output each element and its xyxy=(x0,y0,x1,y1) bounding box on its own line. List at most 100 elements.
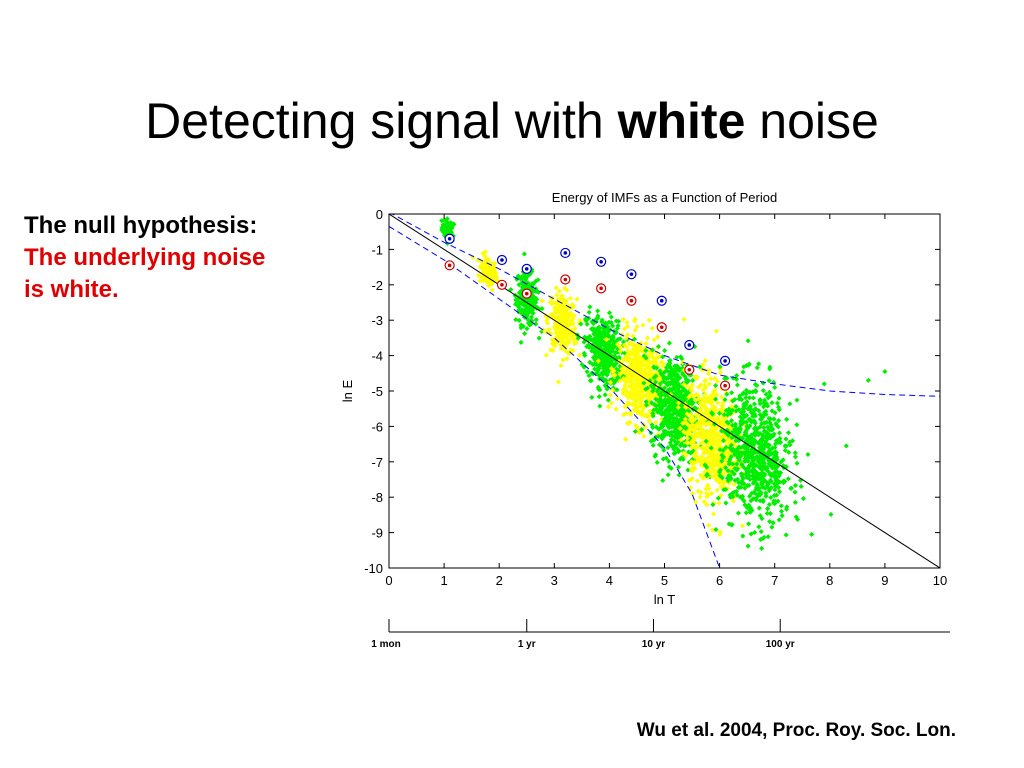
scatter-point xyxy=(679,356,685,362)
scatter-point xyxy=(651,337,657,343)
scatter-point xyxy=(821,381,827,387)
scatter-point xyxy=(617,344,623,350)
scatter-point xyxy=(663,419,670,425)
red-marker xyxy=(444,260,455,271)
scatter-point xyxy=(760,388,766,394)
y-tick-label: -9 xyxy=(371,526,383,541)
scatter-point xyxy=(772,384,778,391)
scatter-point xyxy=(650,442,656,448)
x-tick-label: 7 xyxy=(771,573,778,588)
scatter-point xyxy=(651,407,657,413)
scatter-point xyxy=(734,382,741,388)
scatter-point xyxy=(558,363,564,369)
scatter-point xyxy=(828,511,834,518)
scatter-point xyxy=(590,326,596,332)
scatter-point xyxy=(765,534,771,540)
scatter-point xyxy=(530,281,536,287)
blue-marker-dot xyxy=(524,267,529,271)
scatter-point xyxy=(646,317,652,323)
scatter-point xyxy=(681,316,687,322)
scatter-point xyxy=(776,517,782,523)
scatter-point xyxy=(705,371,711,377)
scatter-point xyxy=(735,510,741,516)
scatter-point xyxy=(482,260,488,266)
scatter-point xyxy=(605,404,612,410)
red-marker-dot xyxy=(629,298,634,303)
scatter-point xyxy=(794,422,800,428)
scatter-point xyxy=(776,395,782,401)
scatter-point xyxy=(530,307,536,313)
period-label: 1 mon xyxy=(371,639,400,650)
scatter-point xyxy=(633,423,639,429)
blue-marker xyxy=(720,355,731,367)
scatter-point xyxy=(564,356,570,362)
scatter-point xyxy=(769,524,775,530)
x-tick-label: 6 xyxy=(716,573,723,588)
scatter-point xyxy=(574,296,580,302)
scatter-point xyxy=(788,485,795,491)
scatter-point xyxy=(702,358,708,364)
scatter-point xyxy=(792,489,798,495)
scatter-point xyxy=(606,310,613,316)
scatter-point xyxy=(776,489,783,495)
scatter-point xyxy=(634,380,640,387)
red-marker-dot xyxy=(447,263,452,268)
scatter-point xyxy=(702,391,708,397)
scatter-point xyxy=(448,226,454,232)
scatter-point xyxy=(671,443,677,449)
scatter-point xyxy=(609,336,615,343)
scatter-point xyxy=(714,487,720,493)
scatter-points xyxy=(439,216,888,576)
scatter-point xyxy=(678,390,684,396)
scatter-point xyxy=(644,402,650,408)
scatter-point xyxy=(759,545,765,552)
scatter-point xyxy=(767,511,773,517)
scatter-point xyxy=(660,420,666,426)
scatter-point xyxy=(628,382,634,388)
scatter-point xyxy=(595,358,601,364)
scatter-point xyxy=(570,313,576,319)
y-tick-label: -4 xyxy=(371,349,383,364)
scatter-point xyxy=(658,411,664,417)
scatter-point xyxy=(798,571,803,576)
scatter-point xyxy=(653,403,659,409)
scatter-point xyxy=(533,278,539,284)
scatter-point xyxy=(642,392,648,398)
scatter-point xyxy=(706,522,712,528)
scatter-point xyxy=(521,251,527,257)
scatter-point xyxy=(477,264,484,270)
scatter-point xyxy=(565,350,571,356)
hypothesis-label: The null hypothesis: xyxy=(24,212,258,239)
scatter-point xyxy=(623,436,629,442)
scatter-point xyxy=(596,326,603,332)
scatter-point xyxy=(699,454,705,460)
scatter-point xyxy=(677,442,684,449)
scatter-point xyxy=(715,400,721,406)
scatter-point xyxy=(612,372,618,378)
red-marker-dot xyxy=(599,286,603,291)
scatter-point xyxy=(657,404,663,410)
scatter-point xyxy=(563,318,569,324)
scatter-point xyxy=(595,308,601,314)
scatter-point xyxy=(634,324,640,330)
scatter-point xyxy=(621,326,628,332)
scatter-point xyxy=(520,285,526,291)
blue-marker xyxy=(496,254,508,266)
scatter-point xyxy=(784,416,790,422)
scatter-point xyxy=(643,341,649,347)
scatter-point xyxy=(740,369,746,375)
null-hypothesis-text: The null hypothesis: The underlying nois… xyxy=(24,210,334,306)
y-axis-label: ln E xyxy=(340,379,355,402)
scatter-point xyxy=(616,318,622,324)
scatter-point xyxy=(563,298,569,304)
scatter-point xyxy=(480,277,486,283)
red-marker-dot xyxy=(563,277,568,282)
chart-title: Energy of IMFs as a Function of Period xyxy=(552,190,777,205)
scatter-point xyxy=(713,383,719,389)
scatter-point xyxy=(625,400,631,406)
scatter-point xyxy=(604,341,610,347)
scatter-point xyxy=(641,433,647,439)
y-tick-label: 0 xyxy=(376,207,383,222)
scatter-point xyxy=(805,451,811,458)
scatter-point xyxy=(487,271,493,277)
